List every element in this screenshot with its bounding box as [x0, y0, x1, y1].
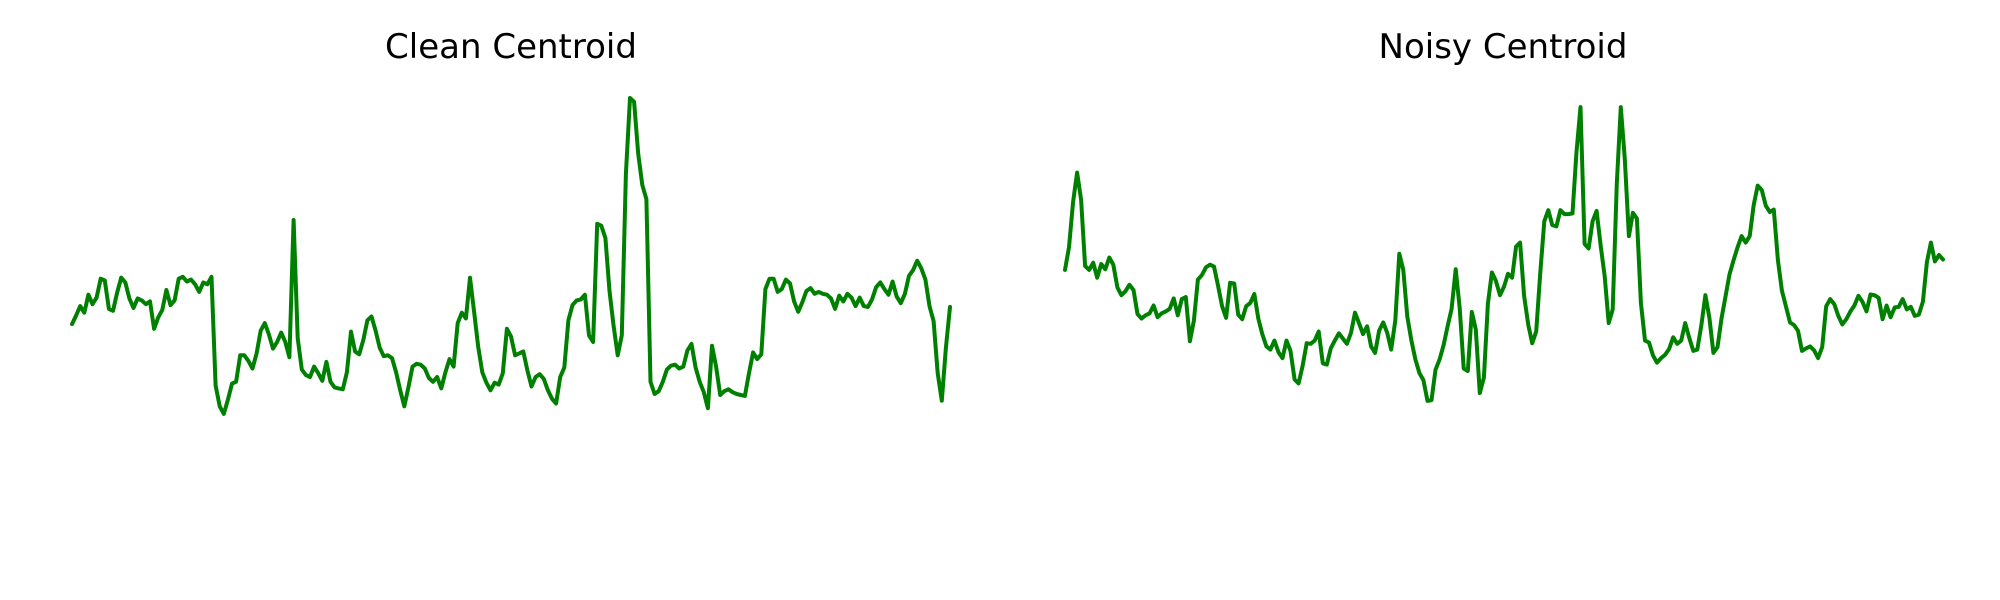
noisy-centroid-panel: Noisy Centroid — [1063, 27, 1945, 403]
noisy-centroid-series-line — [1063, 105, 1945, 403]
clean-centroid-title: Clean Centroid — [385, 27, 637, 67]
clean-centroid-series-line — [70, 96, 952, 416]
clean-centroid-panel: Clean Centroid — [70, 27, 952, 416]
noisy-centroid-title: Noisy Centroid — [1379, 27, 1628, 67]
